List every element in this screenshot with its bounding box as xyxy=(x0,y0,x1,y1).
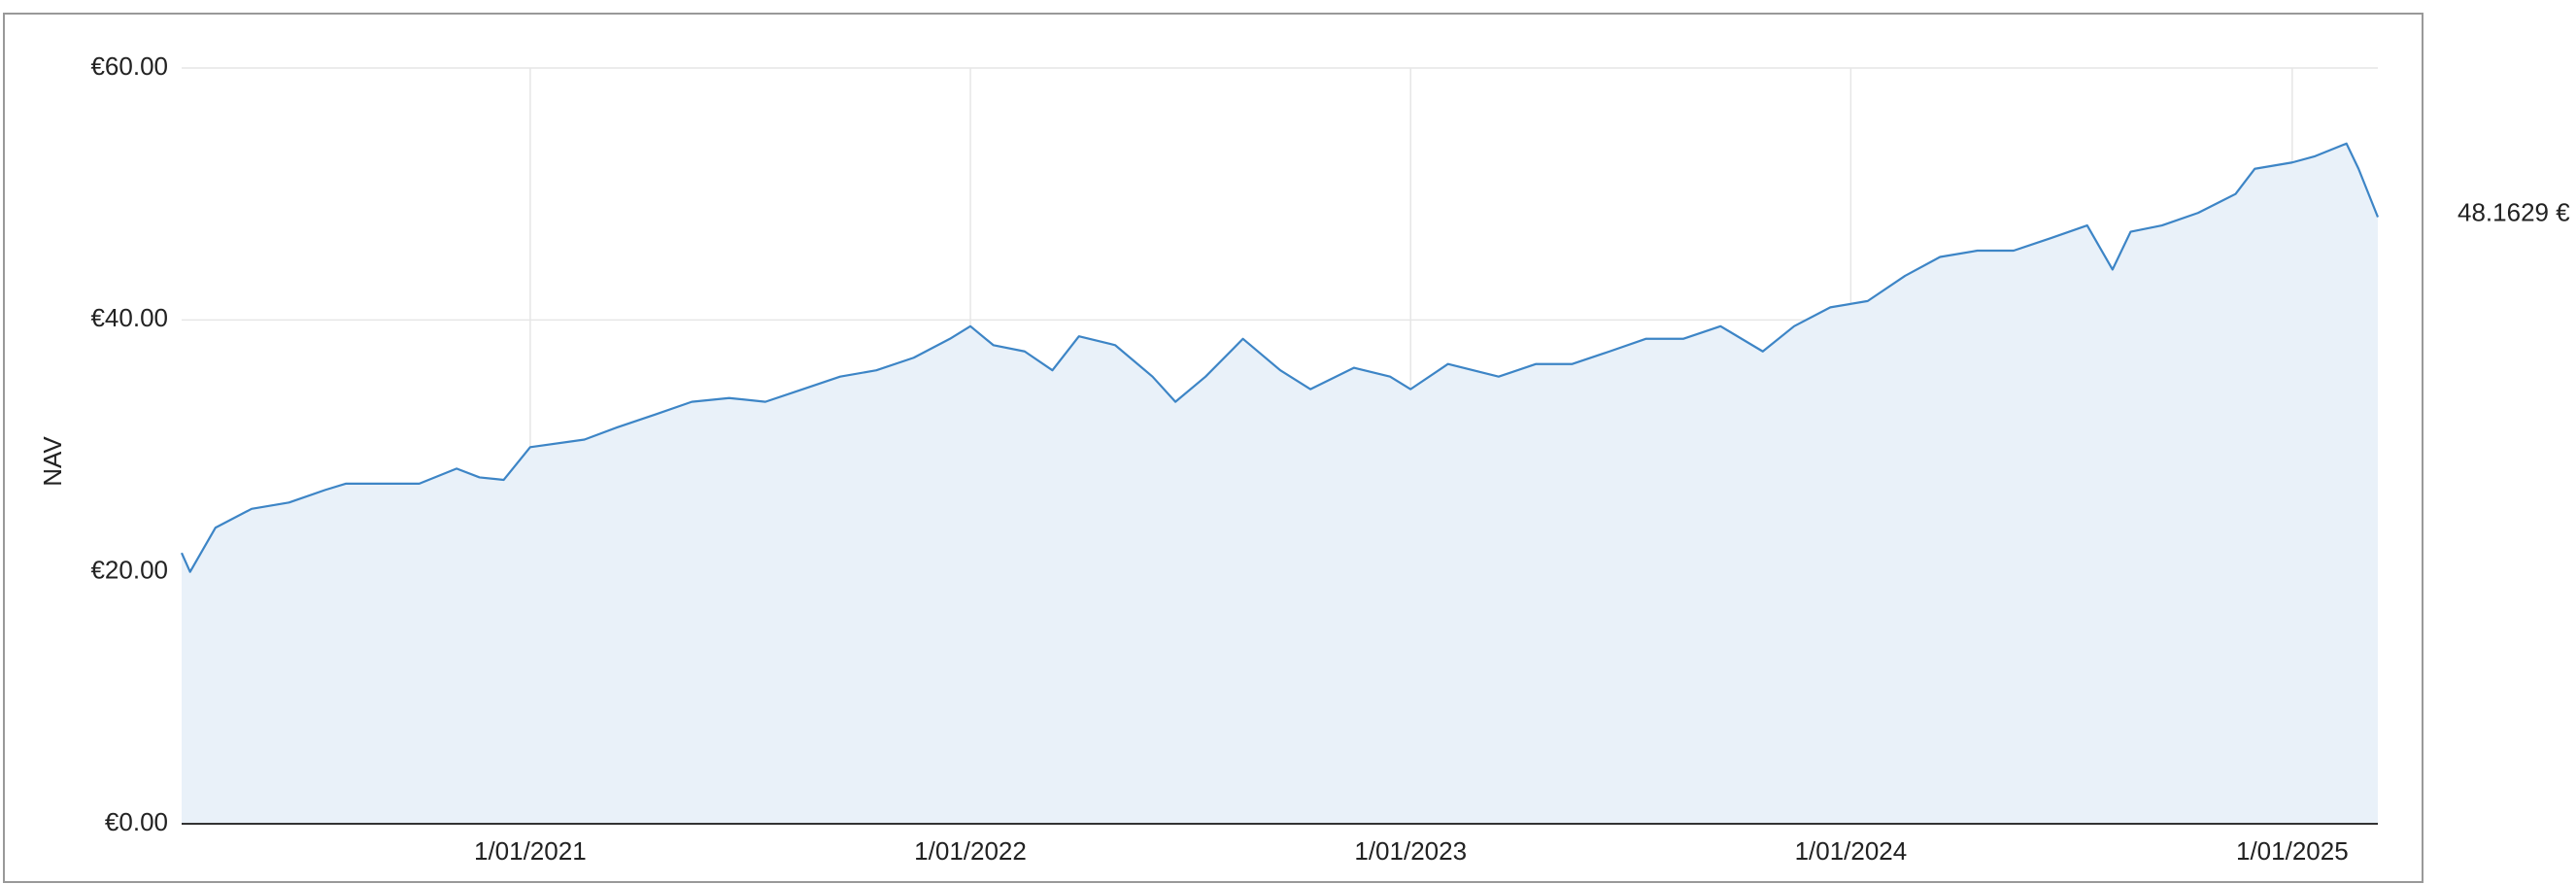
y-tick-label: €20.00 xyxy=(90,556,168,585)
y-tick-label: €40.00 xyxy=(90,303,168,332)
x-tick-label: 1/01/2024 xyxy=(1795,836,1908,866)
y-axis-label: NAV xyxy=(38,436,67,487)
y-tick-label: €60.00 xyxy=(90,51,168,81)
chart-frame xyxy=(3,13,2423,883)
x-tick-label: 1/01/2023 xyxy=(1354,836,1467,866)
value-label: 48.1629 € xyxy=(2457,197,2570,226)
x-tick-label: 1/01/2022 xyxy=(914,836,1027,866)
x-tick-label: 1/01/2025 xyxy=(2236,836,2349,866)
x-tick-label: 1/01/2021 xyxy=(474,836,587,866)
y-tick-label: €0.00 xyxy=(105,807,168,836)
nav-line xyxy=(180,142,2380,573)
area-fill xyxy=(182,143,2378,825)
